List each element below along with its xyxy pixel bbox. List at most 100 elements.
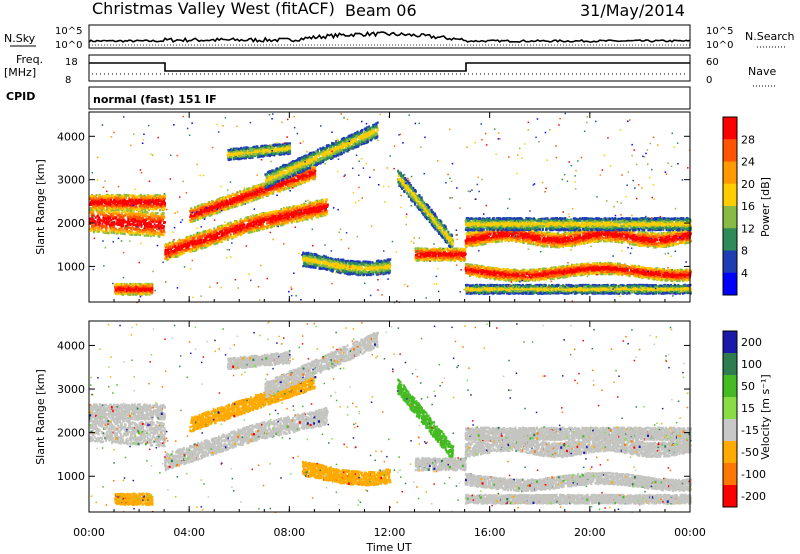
nsky-tick-bottom: 10^0	[55, 40, 82, 51]
velocity-band-1	[89, 403, 166, 421]
cpid-panel	[88, 86, 691, 110]
x-tick-label: 12:00	[374, 526, 406, 539]
velocity-band-8	[414, 457, 467, 472]
colorbar-swatch	[723, 183, 737, 207]
colorbar-tick-label: 16	[741, 200, 755, 213]
colorbar-frame	[722, 116, 738, 296]
colorbar-swatch	[723, 331, 737, 354]
freq-tick-bottom: 8	[65, 75, 71, 86]
nsky-trace	[88, 30, 691, 44]
colorbar-swatch	[723, 228, 737, 251]
colorbar-tick-label: 12	[741, 222, 755, 235]
power-band-10	[464, 217, 692, 232]
colorbar-tick-label: -200	[741, 490, 766, 503]
nave-tick-top: 60	[706, 57, 719, 68]
nsky-panel	[88, 24, 691, 49]
colorbar-swatch	[723, 419, 737, 442]
y-tick-label: 3000	[57, 383, 85, 396]
colorbar-tick-label: 200	[741, 336, 762, 349]
colorbar-tick-label: -50	[741, 446, 759, 459]
nsearch-tick-top: 10^5	[706, 26, 733, 37]
y-tick-label: 2000	[57, 217, 85, 230]
power-band-13	[114, 282, 154, 296]
colorbar-swatch	[723, 353, 737, 376]
power-ylabel: Slant Range [km]	[34, 159, 47, 255]
y-tick-label: 1000	[57, 260, 85, 273]
x-tick-label: 08:00	[273, 526, 305, 539]
velocity-ylabel: Slant Range [km]	[34, 369, 47, 465]
colorbar-tick-label: -100	[741, 468, 766, 481]
y-tick-label: 3000	[57, 174, 85, 187]
y-tick-label: 4000	[57, 130, 85, 143]
nave-tick-bottom: 0	[706, 75, 712, 86]
date-label: 31/May/2014	[580, 1, 685, 20]
colorbar-swatch	[723, 117, 737, 140]
colorbar-tick-label: -15	[741, 424, 759, 437]
freq-trace	[89, 62, 690, 72]
radar-title: Christmas Valley West (fitACF)	[92, 0, 335, 18]
power-band-9	[464, 226, 692, 249]
freq-panel	[88, 54, 691, 82]
freq-unit: [MHz]	[4, 66, 36, 79]
x-tick-label: 00:00	[674, 526, 706, 539]
colorbar-swatch	[723, 250, 737, 274]
power-band-4	[226, 142, 292, 162]
colorbar-tick-label: 15	[741, 402, 755, 415]
power-band-2	[164, 198, 329, 261]
colorbar-swatch	[723, 375, 737, 398]
velocity-band-10	[464, 426, 692, 442]
colorbar-tick-label: 28	[741, 133, 755, 146]
velocity-band-13	[114, 492, 154, 506]
cpid-label: CPID	[6, 90, 35, 103]
velocity-band-9	[464, 435, 692, 459]
x-tick-label: 16:00	[474, 526, 506, 539]
x-tick-label: 20:00	[574, 526, 606, 539]
colorbar-swatch	[723, 441, 737, 464]
power-panel: 1000 2000 3000 4000	[57, 111, 692, 304]
power-band-8	[414, 247, 467, 262]
colorbar-tick-label: 24	[741, 156, 755, 169]
colorbar-tick-label: 100	[741, 358, 762, 371]
y-tick-label: 1000	[57, 470, 85, 483]
velocity-colorbar-label: Velocity [m s⁻¹]	[759, 374, 772, 459]
colorbar-tick-label: 50	[741, 380, 755, 393]
velocity-noise	[89, 321, 689, 513]
colorbar-swatch	[723, 397, 737, 420]
colorbar-swatch	[723, 272, 737, 296]
freq-label: Freq.	[16, 53, 43, 66]
colorbar-swatch	[723, 485, 737, 508]
time-axis-label: Time UT	[365, 541, 411, 554]
power-colorbar: 28 24 20 16 12 8 4	[722, 116, 755, 296]
velocity-band-6	[301, 461, 392, 487]
colorbar-swatch	[723, 206, 737, 229]
x-tick-label: 00:00	[73, 526, 105, 539]
x-tick-label: 04:00	[173, 526, 205, 539]
beam-label: Beam 06	[345, 1, 417, 20]
colorbar-tick-label: 4	[741, 267, 748, 280]
velocity-band-2	[164, 407, 329, 472]
power-colorbar-label: Power [dB]	[759, 177, 772, 237]
velocity-band-11	[464, 471, 692, 493]
nsearch-label: N.Search	[745, 30, 795, 43]
power-heatmap	[89, 112, 692, 304]
colorbar-swatch	[723, 161, 737, 185]
power-band-0	[89, 207, 166, 238]
y-tick-label: 2000	[57, 427, 85, 440]
colorbar-swatch	[723, 463, 737, 486]
power-band-7	[397, 169, 455, 251]
y-tick-label: 4000	[57, 339, 85, 352]
nsearch-tick-bottom: 10^0	[706, 40, 733, 51]
colorbar-tick-label: 8	[741, 245, 748, 258]
colorbar-swatch	[723, 139, 737, 162]
colorbar-frame	[722, 330, 738, 508]
power-band-1	[89, 193, 167, 212]
power-axis-ticks: 1000 2000 3000 4000	[57, 112, 691, 302]
velocity-band-12	[464, 493, 692, 505]
velocity-axis-ticks: 1000 2000 3000 4000	[57, 321, 691, 512]
nave-label: Nave	[748, 65, 776, 78]
cpid-text: normal (fast) 151 IF	[93, 93, 217, 106]
freq-tick-top: 18	[65, 57, 78, 68]
velocity-band-4	[227, 351, 292, 371]
velocity-colorbar: 200 100 50 15 -15 -50 -100 -200	[722, 330, 766, 508]
